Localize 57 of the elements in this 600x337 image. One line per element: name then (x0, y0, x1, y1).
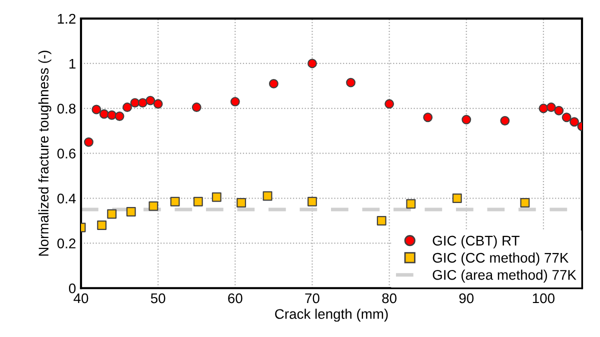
point (346, 78, 356, 88)
y-tick-label: 1 (69, 58, 76, 68)
legend-label: GIC (area method) 77K (432, 270, 576, 283)
x-tick-label: 80 (382, 293, 396, 304)
point (230, 96, 240, 106)
point (97, 220, 107, 230)
point (92, 104, 102, 114)
point (122, 102, 132, 112)
point (212, 192, 222, 202)
point (554, 106, 564, 116)
y-tick-label: 0.8 (57, 104, 76, 114)
point (520, 198, 530, 208)
point (262, 191, 272, 201)
x-tick-label: 40 (74, 293, 88, 304)
legend-label: GIC (CC method) 77K (432, 252, 569, 266)
x-tick-label: 100 (532, 293, 555, 304)
x-tick-label: 90 (459, 293, 474, 304)
point (462, 114, 472, 124)
point (107, 110, 117, 120)
point (562, 112, 572, 122)
x-tick-label: 60 (228, 293, 242, 304)
x-axis-title: Crack length (mm) (275, 308, 388, 322)
point (406, 199, 416, 209)
point (193, 196, 203, 206)
point (107, 209, 117, 219)
point (452, 194, 462, 203)
point (308, 58, 317, 68)
point (130, 98, 140, 108)
x-tick-label: 50 (150, 293, 166, 304)
point (384, 99, 394, 109)
point (126, 207, 136, 216)
point (138, 98, 148, 108)
y-tick-label: 0.6 (57, 148, 76, 159)
point (268, 78, 278, 88)
point (153, 99, 163, 109)
point (308, 196, 317, 206)
point (148, 201, 158, 211)
point (570, 117, 580, 127)
point (538, 104, 548, 114)
y-tick-label: 0 (68, 283, 76, 294)
point (84, 137, 94, 147)
point (423, 112, 433, 122)
y-tick-label: 1.2 (58, 14, 76, 24)
point (192, 102, 202, 112)
point (146, 96, 156, 106)
point (500, 116, 510, 126)
legend-label: GIC (CBT) RT (432, 235, 520, 248)
y-tick-label: 0.4 (57, 194, 76, 204)
point (170, 196, 180, 206)
point (546, 102, 556, 112)
point (99, 109, 109, 119)
y-axis-title: Normalized fracture toughness (-) (38, 50, 52, 256)
point (376, 216, 386, 226)
x-tick-label: 70 (305, 293, 320, 304)
point (114, 112, 124, 121)
point (236, 198, 246, 208)
y-tick-label: 0.2 (57, 238, 76, 248)
